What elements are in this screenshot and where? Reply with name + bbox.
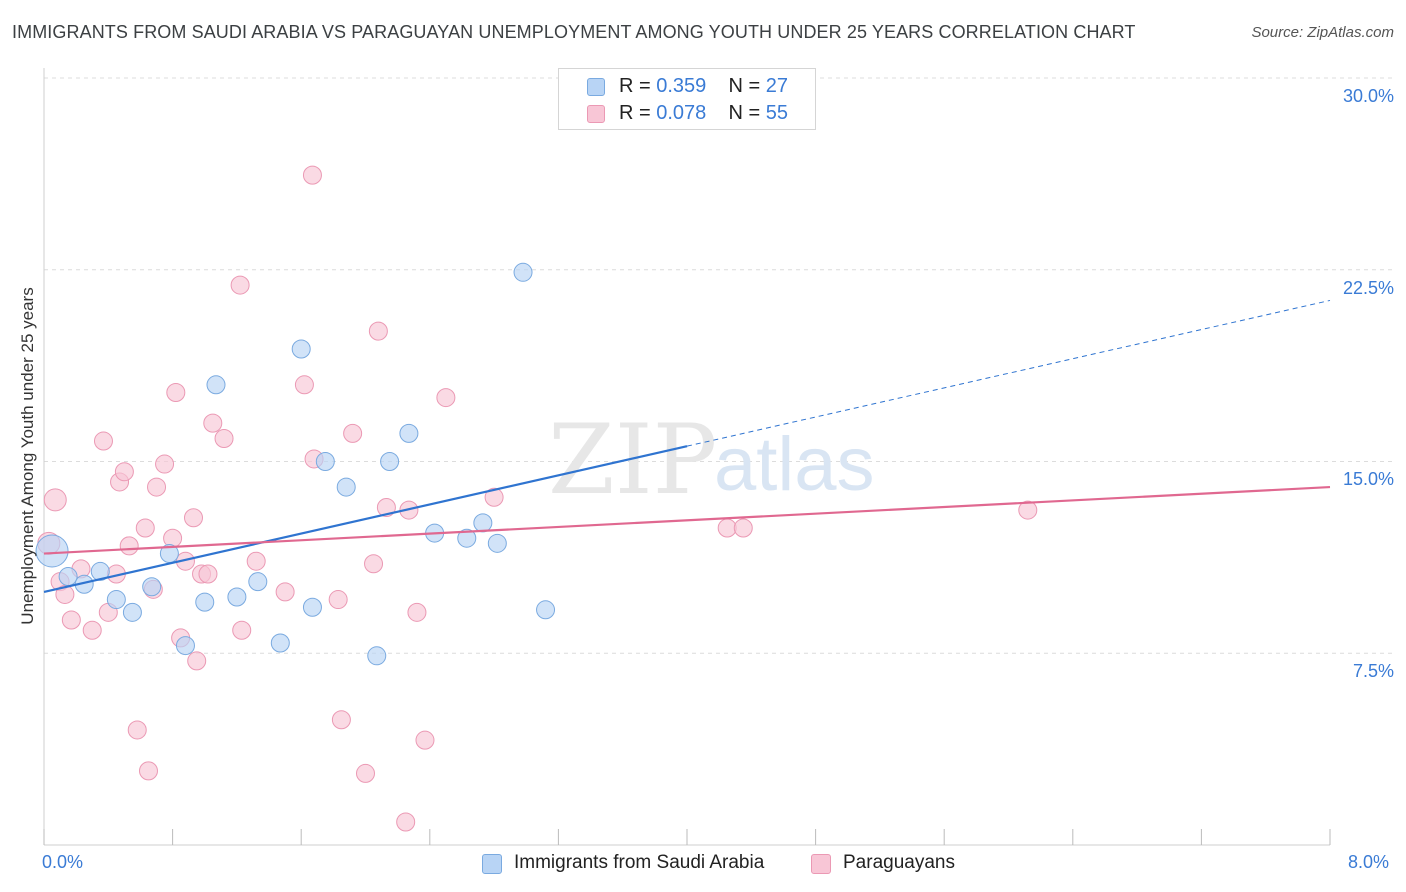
data-point (206, 375, 226, 395)
r-value: 0.359 (656, 75, 707, 97)
data-point (717, 518, 737, 538)
data-point (536, 600, 556, 620)
data-point (183, 508, 203, 528)
blue-swatch (587, 78, 605, 96)
y-axis-label: Unemployment Among Youth under 25 years (18, 287, 37, 625)
watermark-zip: ZIP (548, 404, 717, 516)
data-point (187, 651, 207, 671)
data-point (90, 561, 110, 581)
data-point (336, 477, 356, 497)
series-saudi-arabia (35, 262, 556, 666)
watermark-atlas: atlas (714, 422, 875, 507)
legend-label: Immigrants from Saudi Arabia (514, 852, 765, 873)
data-point (246, 551, 266, 571)
blue-swatch (482, 854, 502, 874)
data-point (248, 572, 268, 592)
source-credit: Source: ZipAtlas.com (1251, 24, 1394, 41)
data-point (473, 513, 493, 533)
data-point (227, 587, 247, 607)
chart-title: IMMIGRANTS FROM SAUDI ARABIA VS PARAGUAY… (12, 22, 1136, 42)
data-point (399, 423, 419, 443)
pink-swatch (811, 854, 831, 874)
data-point (198, 564, 218, 584)
data-point (368, 321, 388, 341)
data-point (364, 554, 384, 574)
data-point (376, 498, 396, 518)
data-point (106, 590, 126, 610)
data-point (367, 646, 387, 666)
trend-line-saudi-arabia-projection (686, 299, 1331, 447)
data-point (315, 452, 335, 471)
data-point (195, 592, 215, 612)
data-point (175, 636, 195, 656)
data-point (415, 730, 435, 750)
data-point (147, 477, 167, 497)
data-point (127, 720, 147, 740)
data-point (43, 488, 67, 512)
y-tick-label: 15.0% (1342, 469, 1394, 489)
data-point (733, 518, 753, 538)
data-point (484, 487, 504, 507)
data-point (214, 428, 234, 448)
trend-line-paraguayans (43, 485, 1331, 555)
data-point (396, 812, 416, 832)
data-point (61, 610, 81, 630)
data-point (122, 602, 142, 622)
data-point (436, 388, 456, 408)
n-label: N = (728, 75, 761, 97)
watermark: ZIP atlas (548, 404, 875, 516)
data-point (275, 582, 295, 602)
data-point (135, 518, 155, 538)
data-point (93, 431, 113, 451)
data-point (356, 763, 375, 783)
r-label: R = (619, 75, 651, 97)
r-value: 0.078 (656, 102, 707, 124)
grid-lines (44, 77, 1392, 654)
data-point (513, 262, 533, 282)
series-paraguayans (37, 165, 1038, 832)
data-point (328, 590, 348, 610)
data-point (155, 454, 175, 474)
pink-swatch (587, 105, 605, 123)
data-point (203, 413, 223, 433)
y-tick-label: 30.0% (1342, 86, 1394, 106)
data-point (142, 577, 162, 597)
data-point (291, 339, 311, 359)
trend-line-saudi-arabia (43, 445, 688, 593)
data-point (114, 462, 134, 482)
data-point (138, 761, 158, 781)
data-point (294, 375, 314, 395)
data-point (163, 528, 183, 548)
data-point (487, 533, 507, 553)
data-point (457, 528, 477, 548)
data-point (232, 620, 252, 640)
data-point (331, 710, 351, 730)
y-tick-label: 7.5% (1352, 661, 1394, 681)
n-value: 27 (765, 75, 789, 97)
data-point (270, 633, 290, 653)
data-point (82, 620, 102, 640)
data-point (230, 275, 250, 295)
r-label: R = (619, 102, 651, 124)
n-value: 55 (765, 102, 789, 124)
data-point (380, 452, 400, 471)
data-point (407, 602, 427, 622)
data-point (35, 534, 69, 568)
x-tick-label: 8.0% (1348, 852, 1390, 872)
y-tick-label: 22.5% (1342, 278, 1394, 298)
axes (43, 68, 1331, 846)
trend-lines (43, 299, 1331, 593)
correlation-legend: R = 0.359 N = 27 R = 0.078 N = 55 (558, 68, 816, 130)
data-point (302, 165, 322, 185)
data-point (302, 597, 322, 617)
data-point (166, 382, 186, 402)
data-point (58, 567, 78, 587)
data-point (119, 536, 139, 556)
data-point (1018, 500, 1038, 520)
data-point (343, 423, 363, 443)
legend-label: Paraguayans (843, 852, 955, 873)
n-label: N = (728, 102, 761, 124)
x-tick-label: 0.0% (42, 852, 84, 872)
